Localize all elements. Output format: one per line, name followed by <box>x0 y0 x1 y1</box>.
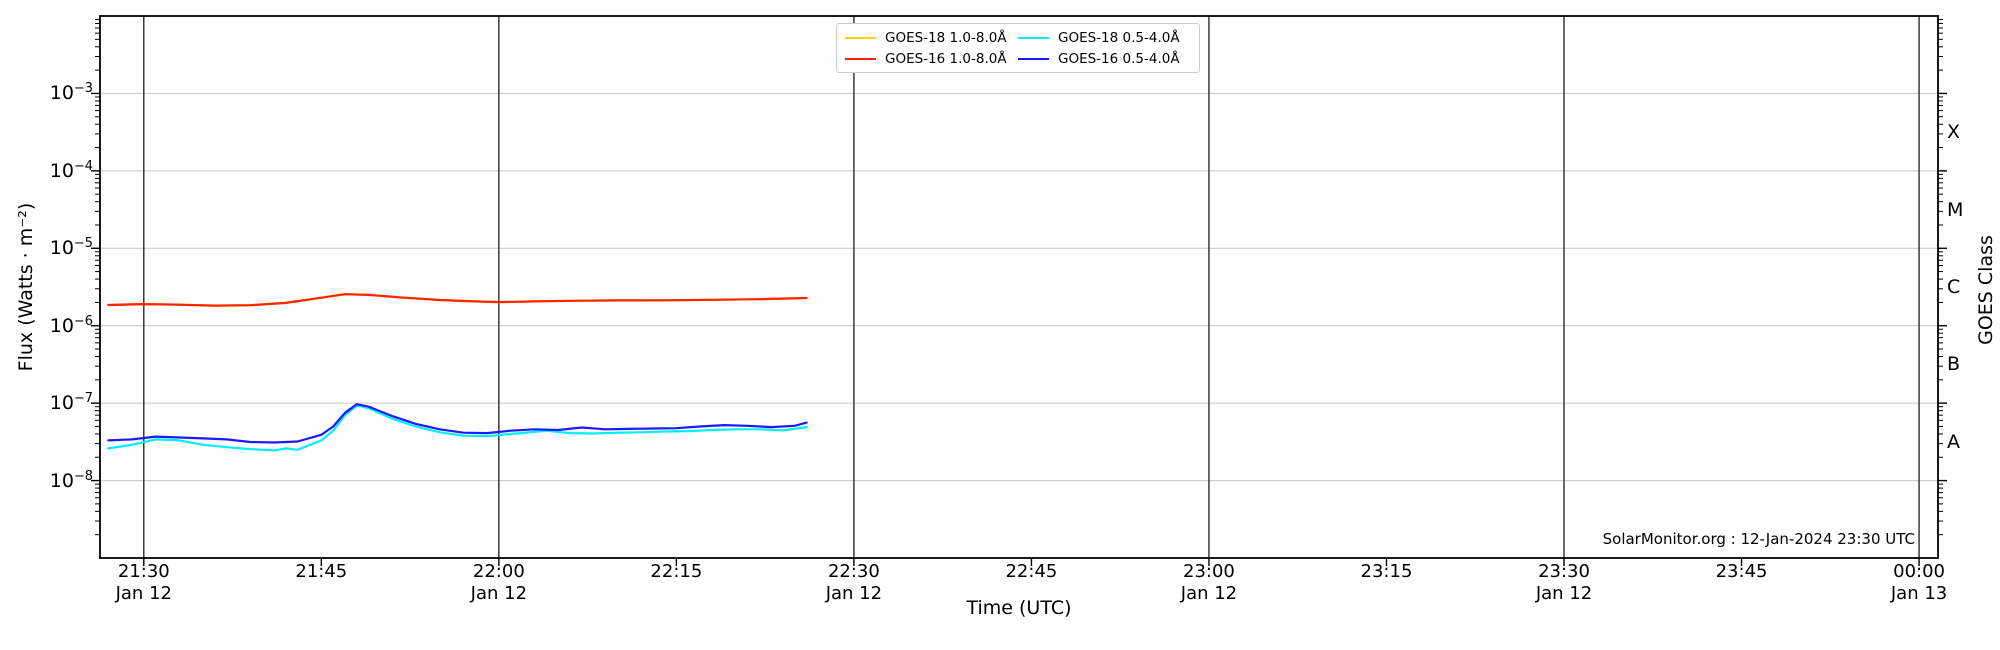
x-tick-time: 23:00 <box>1183 561 1235 582</box>
x-tick-label: 21:45 <box>295 561 347 583</box>
x-tick-time: 22:00 <box>472 561 525 582</box>
legend-label: GOES-18 0.5-4.0Å <box>1058 29 1180 46</box>
right-axis-title: GOES Class <box>1975 235 1997 345</box>
series-goes-16-1-0-8-0- <box>107 293 808 307</box>
watermark-text: SolarMonitor.org : 12-Jan-2024 23:30 UTC <box>1602 530 1915 548</box>
x-tick-label: 23:30 Jan 12 <box>1536 561 1592 605</box>
legend-entry: GOES-16 0.5-4.0Å <box>1018 51 1191 67</box>
x-tick-time: 22:45 <box>1005 561 1058 582</box>
legend-label: GOES-16 0.5-4.0Å <box>1058 50 1180 67</box>
legend: GOES-18 1.0-8.0Å GOES-16 1.0-8.0Å GOES-18 … <box>836 23 1200 73</box>
legend-label: GOES-18 1.0-8.0Å <box>885 29 1007 46</box>
series-goes-16-0-5-4-0- <box>107 403 808 444</box>
legend-entry: GOES-18 1.0-8.0Å <box>845 30 1018 46</box>
goes-class-m: M <box>1947 198 1964 221</box>
y-tick-label: 10−6 <box>49 313 93 337</box>
y-tick-label: 10−7 <box>49 391 93 415</box>
x-tick-time: 23:15 <box>1360 561 1413 582</box>
legend-line-swatch <box>1018 36 1049 39</box>
x-tick-date: Jan 12 <box>1180 583 1238 604</box>
x-tick-date: Jan 12 <box>825 583 883 604</box>
x-tick-date: Jan 12 <box>1535 583 1593 604</box>
legend-entry: GOES-16 1.0-8.0Å <box>845 51 1018 67</box>
x-tick-label: 00:00 Jan 13 <box>1891 561 1947 605</box>
legend-line-swatch <box>1018 57 1049 60</box>
x-tick-label: 21:30 Jan 12 <box>116 561 172 605</box>
y-tick-label: 10−5 <box>49 236 93 260</box>
x-tick-time: 21:30 <box>117 561 170 582</box>
x-tick-label: 22:00 Jan 12 <box>471 561 527 605</box>
x-tick-label: 22:15 <box>650 561 702 583</box>
x-tick-time: 23:45 <box>1715 561 1768 582</box>
x-tick-time: 00:00 <box>1893 561 1945 582</box>
series-goes-18-0-5-4-0- <box>107 404 808 452</box>
goes-class-b: B <box>1947 353 1961 376</box>
y-tick-label: 10−3 <box>49 81 93 105</box>
x-tick-date: Jan 12 <box>115 583 172 604</box>
goes-class-x: X <box>1947 121 1961 144</box>
plot-border <box>99 15 1939 559</box>
x-tick-label: 22:30 Jan 12 <box>826 561 882 605</box>
x-tick-time: 23:30 <box>1538 561 1590 582</box>
y-axis-title: Flux (Watts · m⁻²) <box>15 202 37 372</box>
y-tick-label: 10−8 <box>49 468 93 492</box>
x-tick-time: 21:45 <box>295 561 348 582</box>
x-tick-date: Jan 12 <box>470 583 528 604</box>
y-tick-label: 10−4 <box>49 158 93 183</box>
x-tick-time: 22:30 <box>827 561 880 582</box>
legend-label: GOES-16 1.0-8.0Å <box>885 50 1007 67</box>
goes-class-a: A <box>1947 430 1960 453</box>
x-tick-label: 22:45 <box>1005 561 1057 583</box>
x-tick-label: 23:15 <box>1361 561 1413 583</box>
x-tick-date: Jan 13 <box>1890 583 1948 604</box>
x-tick-label: 23:00 Jan 12 <box>1181 561 1237 605</box>
legend-entry: GOES-18 0.5-4.0Å <box>1018 30 1191 46</box>
legend-line-swatch <box>845 36 876 39</box>
goes-class-c: C <box>1947 276 1961 298</box>
x-axis-title: Time (UTC) <box>966 597 1072 619</box>
x-tick-time: 22:15 <box>650 561 703 582</box>
legend-line-swatch <box>845 57 876 60</box>
x-tick-label: 23:45 <box>1716 561 1768 583</box>
